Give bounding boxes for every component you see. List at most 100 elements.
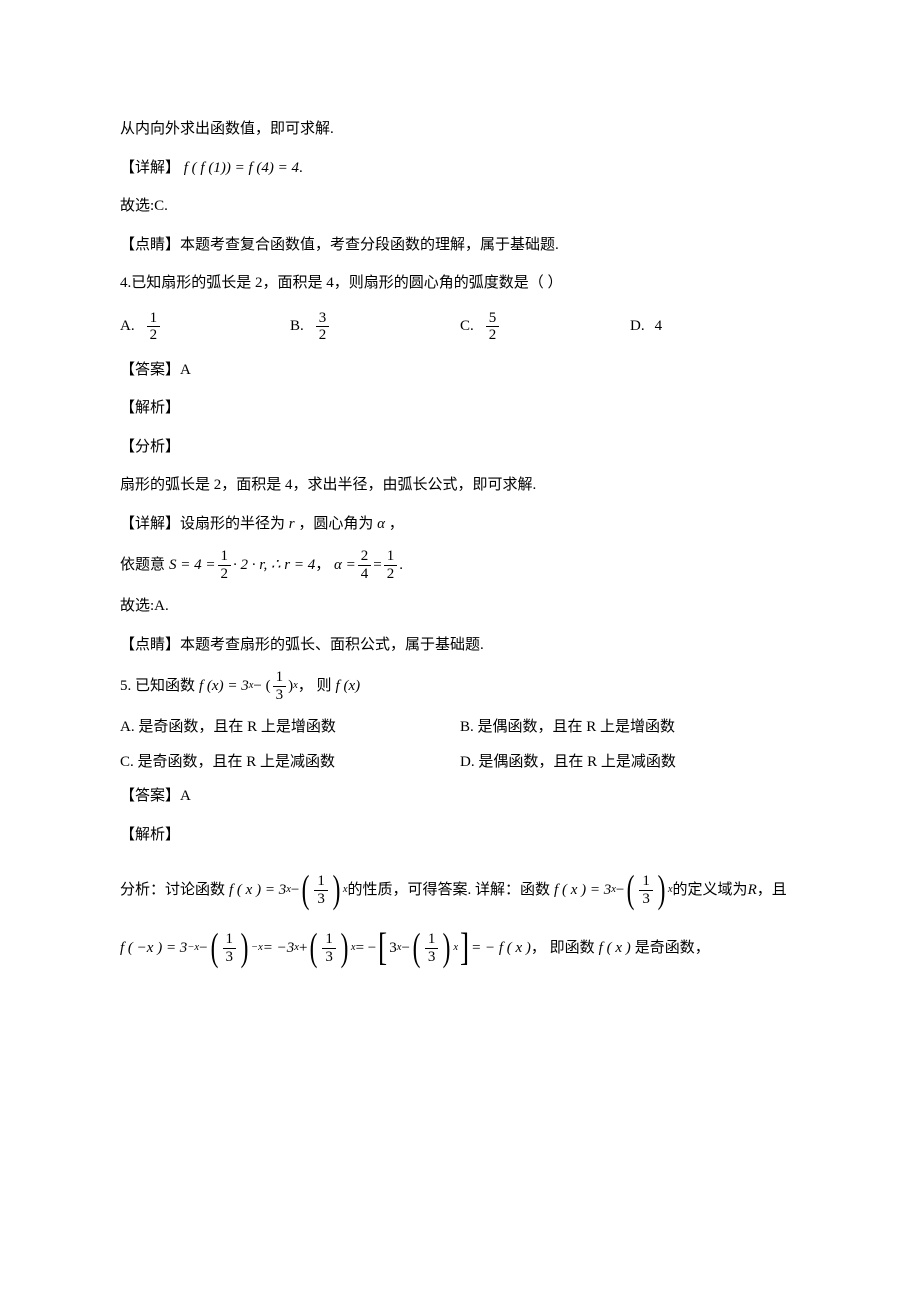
denominator: 3 (425, 948, 439, 966)
opt-label: B. (290, 312, 304, 341)
conclusion: 故选:C. (120, 192, 800, 221)
rparen-icon: ) (657, 874, 665, 905)
label: 依题意 (120, 551, 165, 580)
text: 5. 已知函数 (120, 672, 195, 701)
sup: −x (251, 938, 263, 958)
big-paren: ( 1 3 ) (307, 931, 351, 965)
option-c: C. 是奇函数，且在 R 上是减函数 (120, 748, 460, 777)
answer: 【答案】A (120, 782, 800, 811)
dianjing: 【点睛】本题考查复合函数值，考查分段函数的理解，属于基础题. (120, 231, 800, 260)
opt-label: D. (630, 312, 645, 341)
fraction: 1 3 (314, 873, 328, 907)
denominator: 2 (147, 326, 161, 344)
numerator: 1 (223, 931, 237, 948)
fraction: 3 2 (316, 310, 330, 344)
numerator: 1 (273, 669, 287, 686)
option-b: B. 是偶函数，且在 R 上是增函数 (460, 713, 800, 742)
punct: ， (315, 551, 330, 580)
xiangjie: 【详解】设扇形的半径为 r ，圆心角为 α ， (120, 510, 800, 539)
math: = −3 (263, 934, 295, 963)
denominator: 2 (218, 565, 232, 583)
math: f (x) (336, 672, 361, 701)
text: 详解：函数 (475, 876, 550, 905)
rparen-icon: ) (241, 932, 249, 963)
denominator: 3 (322, 948, 336, 966)
lparen-icon: ( (413, 932, 421, 963)
var-alpha: α (377, 516, 385, 532)
fraction: 2 4 (358, 548, 372, 582)
answer: 【答案】A (120, 356, 800, 385)
fraction: 5 2 (486, 310, 500, 344)
math: = − (356, 934, 377, 963)
lparen-icon: ( (302, 874, 310, 905)
alpha-eq: α = 2 4 = 1 2 . (334, 548, 403, 582)
text: ， 则 (298, 672, 332, 701)
fraction: 1 3 (322, 931, 336, 965)
opt-label: C. (460, 312, 474, 341)
denominator: 3 (314, 890, 328, 908)
option-c: C. 5 2 (460, 310, 630, 344)
big-bracket: [ 3x − ( 1 3 ) x ] (376, 931, 471, 965)
text: ，圆心角为 (298, 516, 373, 532)
text: ， 即函数 (531, 934, 595, 963)
fraction: 1 3 (223, 931, 237, 965)
lparen-icon: ( (627, 874, 635, 905)
fenxi-text: 扇形的弧长是 2，面积是 4，求出半径，由弧长公式，即可求解. (120, 471, 800, 500)
text: 的性质，可得答案. (348, 876, 472, 905)
lbracket-icon: [ (378, 932, 387, 963)
numerator: 1 (218, 548, 232, 565)
text: ，且 (757, 876, 787, 905)
numerator: 3 (316, 310, 330, 327)
math: + (299, 934, 307, 963)
option-a: A. 是奇函数，且在 R 上是增函数 (120, 713, 460, 742)
math: · 2 · r, ∴ r = 4 (233, 551, 315, 580)
math: − (401, 934, 409, 963)
detail-line: 【详解】 f ( f (1)) = f (4) = 4. (120, 154, 800, 183)
denominator: 2 (384, 565, 398, 583)
math: R (748, 876, 757, 905)
math: f ( x ) (599, 934, 631, 963)
math: f ( −x ) = 3 (120, 934, 187, 963)
text: ， (389, 516, 404, 532)
conclusion: 故选:A. (120, 592, 800, 621)
option-d: D. 4 (630, 310, 800, 344)
q5-xiangjie: 详解：函数 f ( x ) = 3x − ( 1 3 ) x 的定义域为 R ，… (475, 873, 787, 907)
fraction: 1 2 (147, 310, 161, 344)
q5-options-row1: A. 是奇函数，且在 R 上是增函数 B. 是偶函数，且在 R 上是增函数 (120, 713, 800, 742)
q5-stem: 5. 已知函数 f (x) = 3x − ( 1 3 )x ， 则 f (x) (120, 669, 360, 703)
math: f ( x ) = 3 (229, 876, 286, 905)
lparen-icon: ( (210, 932, 218, 963)
math: − (291, 876, 299, 905)
sup: −x (187, 938, 199, 958)
fraction: 1 2 (218, 548, 232, 582)
numerator: 5 (486, 310, 500, 327)
text: 是奇函数， (635, 934, 710, 963)
sup: x (453, 938, 458, 958)
fraction: 1 3 (273, 669, 287, 703)
math: − (616, 876, 624, 905)
big-paren: ( 1 3 ) (299, 873, 343, 907)
text-line: 从内向外求出函数值，即可求解. (120, 115, 800, 144)
numerator: 1 (314, 873, 328, 890)
option-a: A. 1 2 (120, 310, 290, 344)
option-b: B. 3 2 (290, 310, 460, 344)
math: f (x) = 3 (199, 672, 249, 701)
label: 【详解】设扇形的半径为 (120, 516, 285, 532)
lparen-icon: ( (310, 932, 318, 963)
text: 分析：讨论函数 (120, 876, 225, 905)
q5-options-row2: C. 是奇函数，且在 R 上是减函数 D. 是偶函数，且在 R 上是减函数 (120, 748, 800, 777)
option-d: D. 是偶函数，且在 R 上是减函数 (460, 748, 800, 777)
math: − ( (253, 672, 270, 701)
opt-label: A. (120, 312, 135, 341)
fraction: 1 2 (384, 548, 398, 582)
math: = − f ( x ) (471, 934, 531, 963)
big-paren: ( 1 3 ) (208, 931, 252, 965)
var-r: r (289, 516, 295, 532)
numerator: 1 (425, 931, 439, 948)
rparen-icon: ) (443, 932, 451, 963)
fenxi: 【分析】 (120, 433, 800, 462)
value: 4 (655, 312, 663, 341)
denominator: 4 (358, 565, 372, 583)
numerator: 1 (384, 548, 398, 565)
q5-fenxi: 分析：讨论函数 f ( x ) = 3x − ( 1 3 ) x 的性质，可得答… (120, 873, 471, 907)
